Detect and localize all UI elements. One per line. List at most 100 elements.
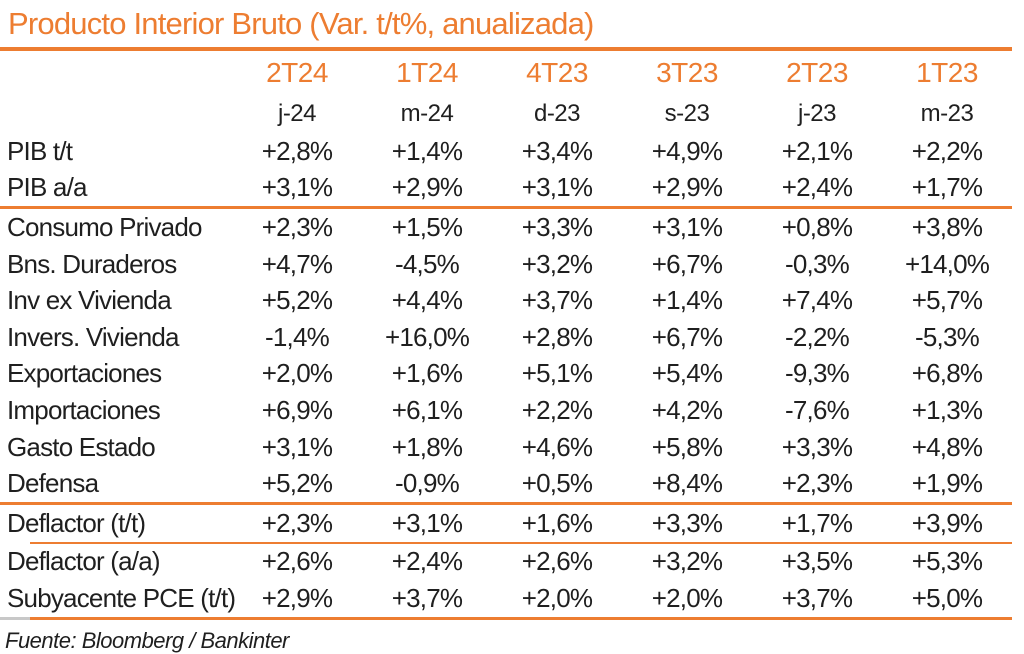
value-cell: +2,3% [261,211,333,242]
value-cell: +6,1% [391,394,463,425]
table-row: Invers. Vivienda -1,4% +16,0% +2,8% +6,7% -2,… [0,319,1012,356]
gdp-table: 2T24 1T24 4T23 3T23 2T23 1T23 j-24 m-24 … [0,51,1012,620]
value-cell: +2,0% [261,358,333,389]
source-note: Fuente: Bloomberg / Bankinter [5,627,289,653]
table-row: Gasto Estado +3,1% +1,8% +4,6% +5,8% +3,3% +4,… [0,429,1012,466]
table-row: PIB t/t +2,8% +1,4% +3,4% +4,9% +2,1% +2,2% [0,133,1012,170]
value-cell: +3,3% [781,431,853,462]
row-label: Inv ex Vivienda [7,285,172,316]
table-row: Consumo Privado +2,3% +1,5% +3,3% +3,1% +0,8%… [0,209,1012,246]
value-cell: +5,4% [651,358,723,389]
quarter-header: 1T23 [916,57,978,88]
month-header: j-24 [277,100,317,127]
value-cell: +6,7% [651,321,723,352]
value-cell: +2,2% [521,394,593,425]
value-cell: +1,7% [911,172,983,203]
month-header-row: j-24 m-24 d-23 s-23 j-23 m-23 [0,95,1012,133]
value-cell: +6,7% [651,248,723,279]
row-label: Deflactor (t/t) [7,507,146,538]
month-header: s-23 [664,100,710,127]
value-cell: -2,2% [785,321,850,352]
value-cell: +6,9% [261,394,333,425]
value-cell: +2,6% [261,546,333,577]
table-row: Importaciones +6,9% +6,1% +2,2% +4,2% -7,6% +1… [0,392,1012,429]
row-label: Deflactor (a/a) [7,546,161,577]
value-cell: +1,3% [911,394,983,425]
value-cell: +16,0% [384,321,470,352]
value-cell: -0,9% [395,468,460,499]
quarter-header-row: 2T24 1T24 4T23 3T23 2T23 1T23 [0,51,1012,95]
row-label: Defensa [7,468,99,499]
value-cell: +5,2% [261,285,333,316]
value-cell: +3,3% [651,507,723,538]
value-cell: -5,3% [915,321,980,352]
value-cell: +2,9% [391,172,463,203]
value-cell: -0,3% [785,248,850,279]
month-header: j-23 [797,100,837,127]
value-cell: +2,2% [911,135,983,166]
value-cell: +2,3% [261,507,333,538]
quarter-header: 2T23 [786,57,848,88]
table-row: Deflactor (a/a) +2,6% +2,4% +2,6% +3,2% +3,5%… [0,544,1012,581]
value-cell: +3,4% [521,135,593,166]
value-cell: +4,8% [911,431,983,462]
table-row: Subyacente PCE (t/t) +2,9% +3,7% +2,0% +2,0%… [0,580,1012,617]
value-cell: +2,3% [781,468,853,499]
value-cell: +4,4% [391,285,463,316]
month-header: d-23 [533,100,581,127]
value-cell: +5,3% [911,546,983,577]
value-cell: +5,0% [911,582,983,613]
value-cell: +3,1% [651,211,723,242]
value-cell: +2,4% [391,546,463,577]
value-cell: +7,4% [781,285,853,316]
table-row: Bns. Duraderos +4,7% -4,5% +3,2% +6,7% -0,3% +… [0,246,1012,283]
page-title: Producto Interior Bruto (Var. t/t%, anua… [8,6,594,41]
row-label: Consumo Privado [7,211,202,242]
value-cell: +3,7% [781,582,853,613]
value-cell: +3,2% [651,546,723,577]
quarter-header: 2T24 [266,57,328,88]
value-cell: -7,6% [785,394,850,425]
value-cell: +1,8% [391,431,463,462]
table-section: Deflactor (t/t) +2,3% +3,1% +1,6% +3,3% +1,7%… [0,505,1012,544]
value-cell: +1,4% [651,285,723,316]
value-cell: +3,2% [521,248,593,279]
value-cell: +14,0% [904,248,990,279]
value-cell: +1,5% [391,211,463,242]
value-cell: +2,9% [651,172,723,203]
value-cell: +0,8% [781,211,853,242]
value-cell: +4,2% [651,394,723,425]
month-header: m-24 [400,100,454,127]
value-cell: +3,7% [521,285,593,316]
value-cell: +1,7% [781,507,853,538]
value-cell: +3,1% [521,172,593,203]
value-cell: +4,7% [261,248,333,279]
table-body: PIB t/t +2,8% +1,4% +3,4% +4,9% +2,1% +2,2% PIB… [0,133,1012,620]
row-label: Exportaciones [7,358,162,389]
value-cell: +8,4% [651,468,723,499]
value-cell: +3,7% [391,582,463,613]
value-cell: +2,1% [781,135,853,166]
table-row: PIB a/a +3,1% +2,9% +3,1% +2,9% +2,4% +1,7% [0,170,1012,207]
value-cell: +5,2% [261,468,333,499]
value-cell: +0,5% [521,468,593,499]
value-cell: +5,7% [911,285,983,316]
value-cell: +4,6% [521,431,593,462]
quarter-header: 3T23 [656,57,718,88]
table-row: Defensa +5,2% -0,9% +0,5% +8,4% +2,3% +1,9% [0,465,1012,502]
table-section: PIB t/t +2,8% +1,4% +3,4% +4,9% +2,1% +2,2% PIB… [0,133,1012,210]
value-cell: +2,8% [521,321,593,352]
value-cell: -4,5% [395,248,460,279]
value-cell: -1,4% [265,321,330,352]
value-cell: +5,1% [521,358,593,389]
month-header: m-23 [920,100,974,127]
value-cell: +1,9% [911,468,983,499]
value-cell: +1,6% [521,507,593,538]
title-divider [0,47,1012,51]
row-label: PIB a/a [7,172,87,203]
value-cell: +3,1% [261,431,333,462]
value-cell: +5,8% [651,431,723,462]
value-cell: +2,6% [521,546,593,577]
table-section: Consumo Privado +2,3% +1,5% +3,3% +3,1% +0,8%… [0,209,1012,505]
